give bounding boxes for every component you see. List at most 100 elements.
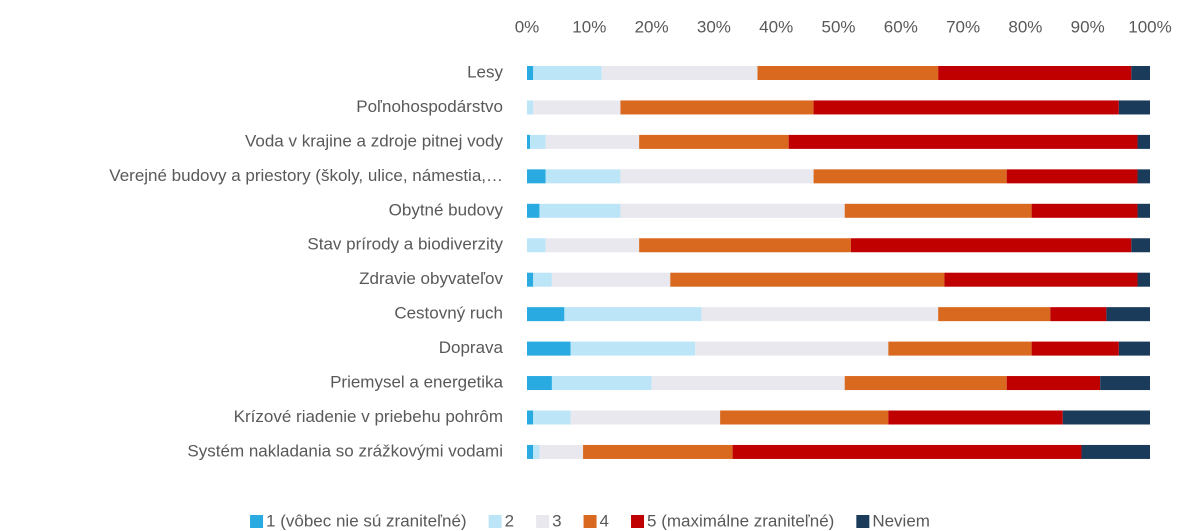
x-tick-label: 90% xyxy=(1071,17,1105,36)
bar-segment xyxy=(545,169,621,184)
bar-segment xyxy=(757,66,939,80)
bar-segment xyxy=(570,341,696,356)
x-tick-label: 30% xyxy=(697,17,731,36)
bar-segment xyxy=(527,100,534,115)
x-tick-label: 100% xyxy=(1128,17,1171,36)
legend-label: 5 (maximálne zraniteľné) xyxy=(647,511,834,530)
y-tick-label: Systém nakladania so zrážkovými vodami xyxy=(187,441,503,460)
y-tick-label: Krízové riadenie v priebehu pohrôm xyxy=(234,407,503,426)
y-tick-label: Priemysel a energetika xyxy=(330,373,503,392)
bar-segment xyxy=(545,134,640,149)
bar-segment xyxy=(1118,100,1150,115)
bar-segment xyxy=(1106,307,1150,322)
bar-segment xyxy=(1062,410,1150,425)
y-tick-label: Poľnohospodárstvo xyxy=(356,97,503,116)
bar-segment xyxy=(527,376,552,391)
bar-segment xyxy=(1006,169,1138,184)
x-tick-label: 80% xyxy=(1008,17,1042,36)
x-tick-label: 0% xyxy=(515,17,540,36)
bar-segment xyxy=(1031,341,1119,356)
bar-segment xyxy=(527,66,534,80)
bar-segment xyxy=(551,376,652,391)
bar-segment xyxy=(545,238,640,253)
legend-swatch xyxy=(536,515,550,528)
bar-segment xyxy=(695,341,889,356)
bar-segment xyxy=(533,410,571,425)
legend-swatch xyxy=(488,515,502,528)
bar-segment xyxy=(539,444,584,459)
bar-segment xyxy=(620,100,814,115)
bar-segment xyxy=(1131,66,1150,80)
y-tick-label: Verejné budovy a priestory (školy, ulice… xyxy=(109,166,503,185)
bar-segment xyxy=(539,203,621,218)
y-tick-label: Zdravie obyvateľov xyxy=(359,269,503,288)
bar-segment xyxy=(1050,307,1107,322)
legend-swatch xyxy=(856,515,870,528)
bar-segment xyxy=(527,169,546,184)
legend-swatch xyxy=(583,515,597,528)
bar-segment xyxy=(1118,341,1150,356)
y-tick-label: Voda v krajine a zdroje pitnej vody xyxy=(245,131,503,150)
bar-segment xyxy=(583,444,733,459)
bar-segment xyxy=(813,100,1119,115)
bar-segment xyxy=(530,134,546,149)
legend-swatch xyxy=(250,515,264,528)
bar-segment xyxy=(944,272,1138,287)
bar-segment xyxy=(533,444,540,459)
bar-segment xyxy=(527,238,546,253)
legend-label: 1 (vôbec nie sú zraniteľné) xyxy=(266,511,467,530)
bar-segment xyxy=(551,272,671,287)
bar-segment xyxy=(850,238,1132,253)
bar-segment xyxy=(527,272,534,287)
bar-segment xyxy=(844,376,1007,391)
bar-segment xyxy=(1100,376,1150,391)
bar-segment xyxy=(888,341,1032,356)
x-tick-label: 60% xyxy=(884,17,918,36)
bar-segment xyxy=(1006,376,1101,391)
y-tick-label: Stav prírody a biodiverzity xyxy=(307,235,503,254)
bar-segment xyxy=(844,203,1032,218)
bar-segment xyxy=(788,134,1138,149)
bar-segment xyxy=(813,169,1007,184)
bar-segment xyxy=(527,410,534,425)
bar-segment xyxy=(564,307,702,322)
bar-segment xyxy=(651,376,845,391)
bar-segment xyxy=(601,66,758,80)
bar-segment xyxy=(533,272,552,287)
bar-segment xyxy=(527,134,531,149)
legend-label: 4 xyxy=(600,511,609,530)
bar-segment xyxy=(527,444,534,459)
y-tick-label: Cestovný ruch xyxy=(394,304,503,323)
bar-segment xyxy=(938,66,1132,80)
y-tick-label: Obytné budovy xyxy=(389,200,504,219)
x-tick-label: 20% xyxy=(635,17,669,36)
bar-segment xyxy=(720,410,889,425)
legend-label: Neviem xyxy=(872,511,930,530)
bar-segment xyxy=(732,444,1082,459)
x-tick-label: 10% xyxy=(572,17,606,36)
bar-segment xyxy=(1137,272,1150,287)
bar-segment xyxy=(639,134,789,149)
bar-segment xyxy=(533,100,621,115)
legend-swatch xyxy=(631,515,645,528)
legend-label: 3 xyxy=(552,511,561,530)
bar-segment xyxy=(1031,203,1138,218)
bar-segment xyxy=(620,203,845,218)
bar-segment xyxy=(1081,444,1150,459)
x-tick-label: 50% xyxy=(821,17,855,36)
bar-segment xyxy=(701,307,939,322)
bar-segment xyxy=(639,238,851,253)
bar-segment xyxy=(527,307,565,322)
bar-segment xyxy=(527,341,571,356)
bar-segment xyxy=(527,203,540,218)
bar-segment xyxy=(620,169,814,184)
bar-segment xyxy=(1131,238,1150,253)
x-tick-label: 70% xyxy=(946,17,980,36)
bar-segment xyxy=(1137,134,1150,149)
bar-segment xyxy=(1137,169,1150,184)
bar-segment xyxy=(1137,203,1150,218)
bar-segment xyxy=(670,272,945,287)
x-tick-label: 40% xyxy=(759,17,793,36)
bar-segment xyxy=(888,410,1063,425)
